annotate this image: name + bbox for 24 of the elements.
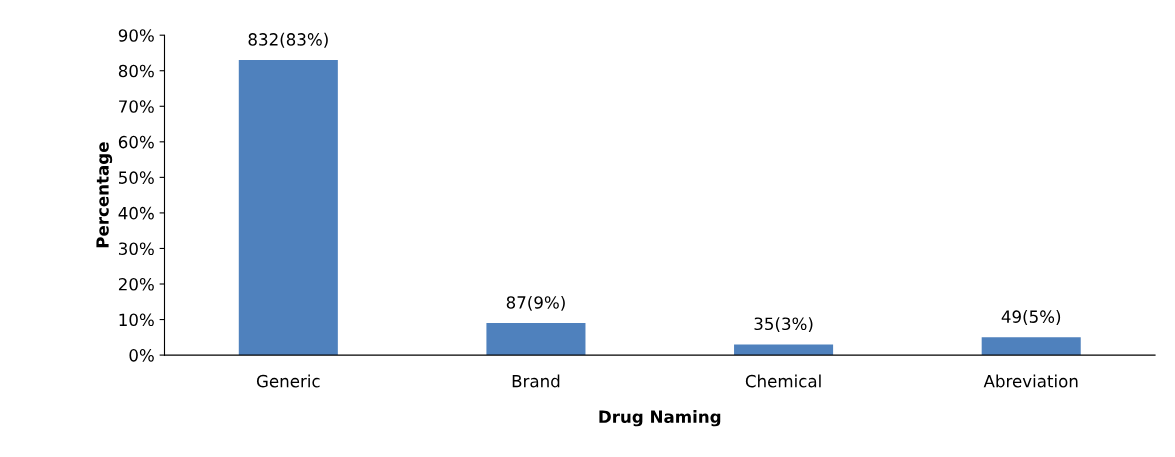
data-label: 49(5%) [1001, 310, 1061, 325]
y-tick-label: 80% [118, 64, 154, 78]
y-tick-label: 90% [118, 29, 154, 42]
data-label: 87(9%) [506, 295, 565, 311]
y-tick-label: 70% [119, 100, 154, 113]
bar [486, 323, 586, 356]
y-tick-label: 30% [119, 242, 154, 256]
bar [238, 60, 338, 356]
x-tick-label: Chemical [745, 374, 821, 388]
bar [734, 344, 834, 356]
x-tick-label: Brand [512, 374, 560, 388]
y-tick-label: 60% [118, 135, 154, 149]
bar [981, 337, 1081, 356]
data-label: 35(3%) [754, 317, 813, 333]
x-tick-label: Generic [256, 374, 320, 388]
x-axis-title: Drug Naming [599, 410, 721, 427]
y-tick-label: 0% [129, 349, 154, 362]
y-tick-label: 20% [118, 277, 154, 291]
y-axis-title: Percentage [96, 142, 113, 248]
y-tick-label: 10% [119, 313, 154, 327]
y-tick-label: 40% [118, 206, 154, 220]
x-tick-label: Abreviation [983, 374, 1078, 388]
y-tick-label: 50% [119, 171, 154, 184]
data-label: 832(83%) [248, 32, 328, 48]
